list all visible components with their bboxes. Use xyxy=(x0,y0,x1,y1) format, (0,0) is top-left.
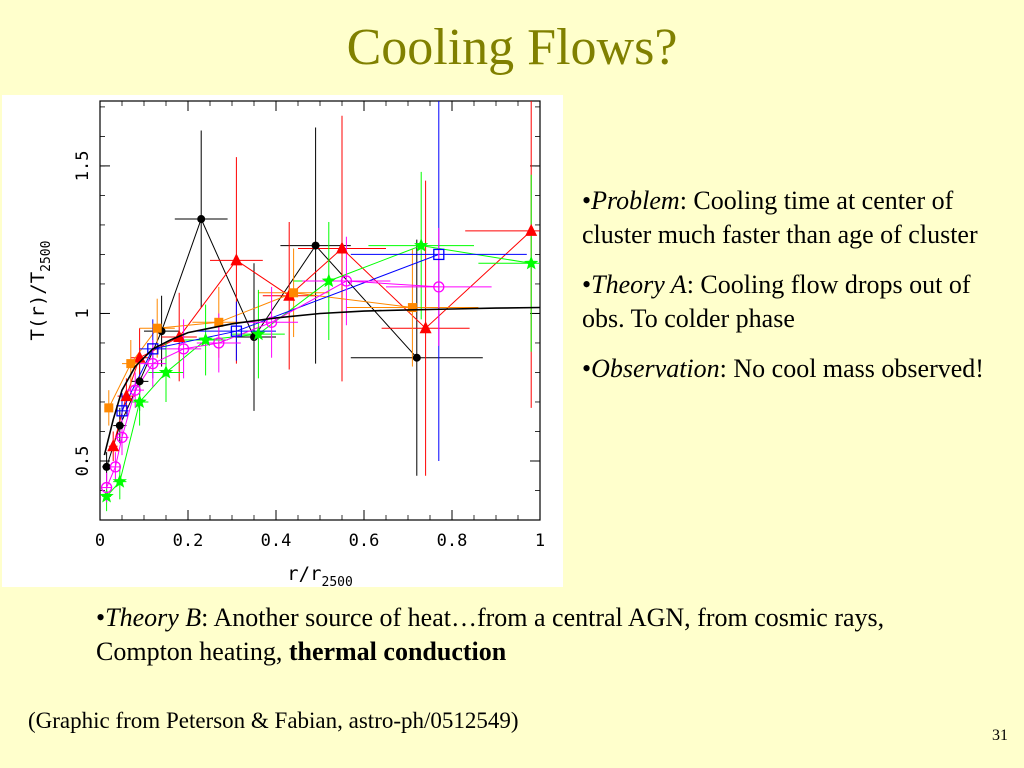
bullet-observation: •Observation: No cool mass observed! xyxy=(582,354,984,383)
marker-star xyxy=(321,273,336,288)
bullet-text: : No cool mass observed! xyxy=(719,354,984,383)
x-tick-label: 0 xyxy=(95,531,105,551)
marker-open-circle xyxy=(129,384,141,396)
marker-open-circle xyxy=(100,481,113,494)
figure-panel: 0 0.2 0.4 0.6 0.8 1 0.5 1 1.5 r/r2500 T(r)/T2500 xyxy=(2,95,563,587)
marker-star xyxy=(524,255,539,270)
bullet-term: Theory B xyxy=(105,603,202,632)
marker-star xyxy=(158,365,174,379)
x-tick-label: 1 xyxy=(535,531,545,551)
y-axis-label-main: T(r)/T xyxy=(27,272,49,341)
bullet-problem: •Problem: Cooling time at center of clus… xyxy=(582,186,978,249)
marker-triangle xyxy=(107,439,120,452)
marker-square xyxy=(104,403,114,413)
series-line xyxy=(106,217,418,468)
marker-open-circle xyxy=(177,343,190,355)
marker-open-circle xyxy=(116,431,128,444)
x-axis-label-sub: 2500 xyxy=(322,575,353,587)
bullet-text: : Cooling time at center of cluster much… xyxy=(582,186,978,249)
series-line xyxy=(108,292,413,409)
marker-triangle xyxy=(336,241,348,254)
marker-star xyxy=(198,332,213,347)
y-tick-label: 0.5 xyxy=(73,446,93,477)
marker-open-square xyxy=(116,405,128,417)
marker-open-square xyxy=(147,343,159,355)
bullet-term: Observation xyxy=(591,354,720,383)
marker-star xyxy=(251,326,266,341)
series-line xyxy=(106,280,439,488)
bullet-term: Problem xyxy=(591,186,680,215)
marker-circle xyxy=(102,462,111,471)
marker-open-circle xyxy=(265,316,278,328)
marker-star xyxy=(112,474,127,488)
y-tick-label: 1.5 xyxy=(73,151,93,182)
bullet-bold-text: thermal conduction xyxy=(288,637,507,666)
marker-triangle xyxy=(419,321,432,334)
marker-open-circle xyxy=(109,461,122,473)
marker-circle xyxy=(135,377,144,386)
marker-square xyxy=(214,317,224,327)
marker-star xyxy=(132,394,147,408)
marker-square xyxy=(289,288,299,298)
marker-open-circle xyxy=(213,337,225,349)
model-curve xyxy=(103,306,540,456)
marker-open-circle xyxy=(340,275,353,287)
marker-circle xyxy=(115,421,124,430)
marker-circle xyxy=(412,353,421,362)
bullet-list: •Problem: Cooling time at center of clus… xyxy=(582,184,1012,402)
bullet-term: Theory A xyxy=(591,270,687,299)
x-axis-label: r/r2500 xyxy=(287,563,353,587)
marker-open-square xyxy=(433,248,445,261)
marker-open-square xyxy=(230,325,243,337)
x-tick-label: 0.6 xyxy=(349,531,380,551)
marker-triangle xyxy=(525,223,538,236)
marker-triangle xyxy=(120,389,133,402)
bullet-theory-a: •Theory A: Cooling flow drops out of obs… xyxy=(582,270,971,333)
marker-triangle xyxy=(230,253,243,266)
bullet-text: : Another source of heat…from a central … xyxy=(96,603,885,666)
page-number: 31 xyxy=(992,727,1008,744)
x-tick-label: 0.2 xyxy=(173,531,204,551)
marker-square xyxy=(152,323,162,333)
marker-star xyxy=(100,488,114,503)
y-axis-label: T(r)/T2500 xyxy=(27,241,54,341)
plot-area xyxy=(100,101,540,512)
x-tick-label: 0.4 xyxy=(261,531,292,551)
y-axis-label-sub: 2500 xyxy=(39,241,54,272)
marker-square xyxy=(126,359,136,369)
y-tick-label: 1 xyxy=(73,308,93,318)
slide-title: Cooling Flows? xyxy=(346,19,678,76)
x-tick-label: 0.8 xyxy=(437,531,468,551)
marker-circle xyxy=(197,215,206,224)
marker-square xyxy=(407,303,417,313)
marker-circle xyxy=(311,241,320,250)
bullet-text: : Cooling flow drops out of obs. To cold… xyxy=(582,270,971,333)
x-axis-label-main: r/r xyxy=(287,563,321,585)
marker-open-circle xyxy=(433,281,445,293)
plot-frame xyxy=(99,100,541,521)
marker-star xyxy=(414,238,429,252)
series-line xyxy=(121,253,439,412)
marker-open-circle xyxy=(147,357,159,370)
figure-credit: (Graphic from Peterson & Fabian, astro-p… xyxy=(28,708,519,733)
bullet-theory-b: •Theory B: Another source of heat…from a… xyxy=(96,603,885,666)
